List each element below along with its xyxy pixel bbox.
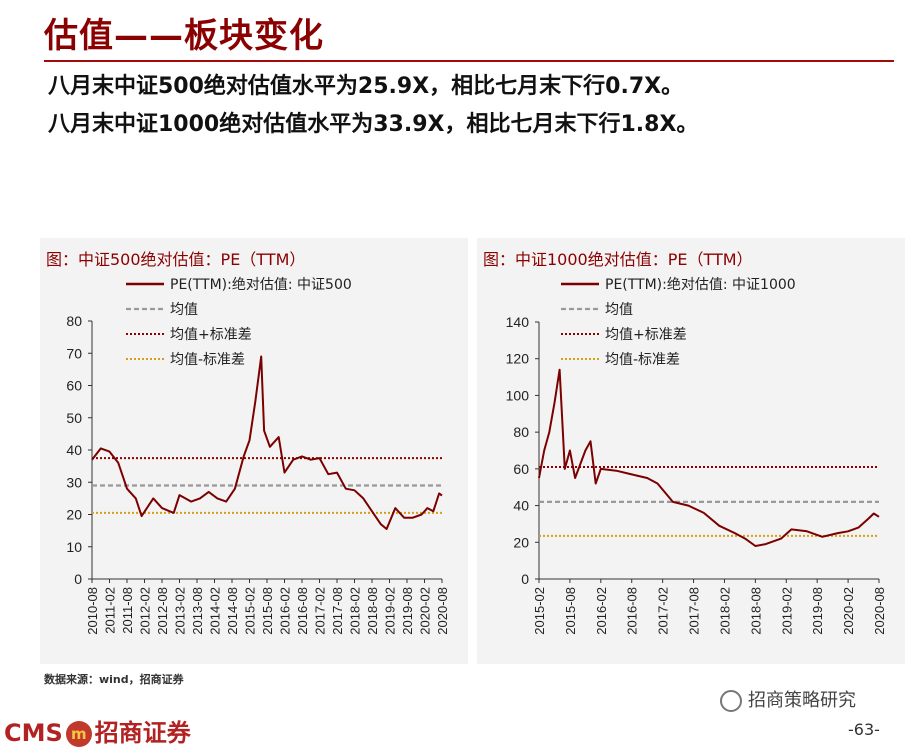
y-tick-label: 80 — [513, 424, 529, 440]
x-tick-label: 2017-02 — [313, 587, 328, 635]
x-tick-label: 2019-08 — [810, 587, 825, 635]
x-tick-label: 2011-08 — [120, 587, 135, 634]
x-tick-label: 2019-02 — [383, 587, 398, 635]
y-tick-label: 10 — [66, 539, 82, 555]
y-tick-label: 120 — [506, 351, 530, 367]
x-tick-label: 2017-08 — [687, 587, 702, 635]
x-tick-label: 2010-08 — [85, 587, 100, 635]
x-tick-label: 2020-08 — [872, 587, 887, 635]
y-tick-label: 0 — [521, 571, 529, 587]
title-divider — [44, 60, 894, 62]
y-tick-label: 60 — [513, 461, 529, 477]
y-tick-label: 50 — [66, 410, 82, 426]
x-tick-label: 2015-08 — [563, 587, 578, 635]
x-tick-label: 2020-08 — [435, 587, 450, 635]
chart-svg-csi1000: 0 20 40 60 80 100 120 140 2015-02 2015-08 2016-02 2… — [506, 277, 887, 635]
logo-text: CMS — [4, 719, 63, 747]
page-title: 估值——板块变化 — [44, 16, 324, 56]
legend-label: 均值-标准差 — [605, 352, 680, 368]
y-tick-label: 60 — [66, 378, 82, 394]
x-tick-label: 2013-08 — [190, 587, 205, 635]
x-tick-label: 2019-08 — [400, 587, 415, 635]
y-tick-label: 40 — [513, 498, 529, 514]
x-tick-label: 2015-08 — [260, 587, 275, 635]
y-tick-label: 140 — [506, 314, 530, 330]
x-tick-label: 2018-02 — [348, 587, 363, 635]
y-tick-label: 80 — [66, 313, 82, 329]
x-tick-label: 2020-02 — [418, 587, 433, 635]
y-tick-label: 20 — [513, 534, 529, 550]
x-tick-label: 2015-02 — [243, 587, 258, 635]
chart-title: 图：中证500绝对估值：PE（TTM） — [46, 250, 306, 269]
wechat-icon — [720, 690, 742, 712]
y-tick-label: 100 — [506, 387, 530, 403]
page-number: -63- — [848, 720, 880, 739]
x-tick-label: 2011-02 — [103, 587, 118, 634]
legend-label: 均值+标准差 — [170, 327, 252, 343]
legend-label: PE(TTM):绝对估值: 中证500 — [170, 277, 352, 293]
pe-series-line — [91, 355, 443, 530]
chart-panel-csi1000: 图：中证1000绝对估值：PE（TTM） 0 20 40 60 80 100 120 140 2… — [477, 238, 905, 664]
x-tick-label: 2018-08 — [365, 587, 380, 635]
x-tick-label: 2017-02 — [656, 587, 671, 635]
x-tick-label: 2012-08 — [155, 587, 170, 635]
wechat-account: 招商策略研究 — [720, 686, 856, 712]
x-tick-label: 2020-02 — [841, 587, 856, 635]
x-tick-label: 2017-08 — [330, 587, 345, 635]
x-tick-label: 2019-02 — [779, 587, 794, 635]
y-tick-label: 40 — [66, 442, 82, 458]
logo-cn: 招商证券 — [94, 719, 191, 747]
logo-badge-icon: m — [65, 721, 92, 747]
pe-series-line — [538, 368, 880, 547]
y-tick-label: 70 — [66, 345, 82, 361]
x-tick-label: 2014-08 — [225, 587, 240, 635]
chart-title: 图：中证1000绝对估值：PE（TTM） — [483, 250, 753, 269]
legend-label: 均值 — [170, 302, 198, 318]
brand-logo: CMS m 招商证券 — [4, 713, 191, 748]
data-source: 数据来源：wind，招商证券 — [44, 673, 184, 686]
legend-label: 均值+标准差 — [605, 327, 687, 343]
legend-label: PE(TTM):绝对估值: 中证1000 — [605, 277, 796, 293]
x-tick-label: 2013-02 — [173, 587, 188, 635]
y-tick-label: 20 — [66, 507, 82, 523]
chart-panel-csi500: 图：中证500绝对估值：PE（TTM） 0 10 20 30 40 50 60 70 80 201… — [40, 238, 468, 664]
x-tick-label: 2014-02 — [208, 587, 223, 635]
x-tick-label: 2016-08 — [295, 587, 310, 635]
summary-line-csi1000: 八月末中证1000绝对估值水平为33.9X，相比七月末下行1.8X。 — [48, 112, 699, 137]
y-tick-label: 0 — [74, 571, 82, 587]
y-tick-label: 30 — [66, 474, 82, 490]
x-tick-label: 2015-02 — [532, 587, 547, 635]
x-tick-label: 2016-02 — [594, 587, 609, 635]
x-tick-label: 2018-08 — [748, 587, 763, 635]
x-tick-label: 2012-02 — [138, 587, 153, 635]
wechat-label: 招商策略研究 — [748, 690, 856, 711]
x-tick-label: 2016-02 — [278, 587, 293, 635]
x-tick-label: 2016-08 — [625, 587, 640, 635]
x-tick-label: 2018-02 — [717, 587, 732, 635]
legend-label: 均值-标准差 — [170, 352, 245, 368]
summary-line-csi500: 八月末中证500绝对估值水平为25.9X，相比七月末下行0.7X。 — [48, 74, 684, 99]
legend-label: 均值 — [605, 302, 633, 318]
